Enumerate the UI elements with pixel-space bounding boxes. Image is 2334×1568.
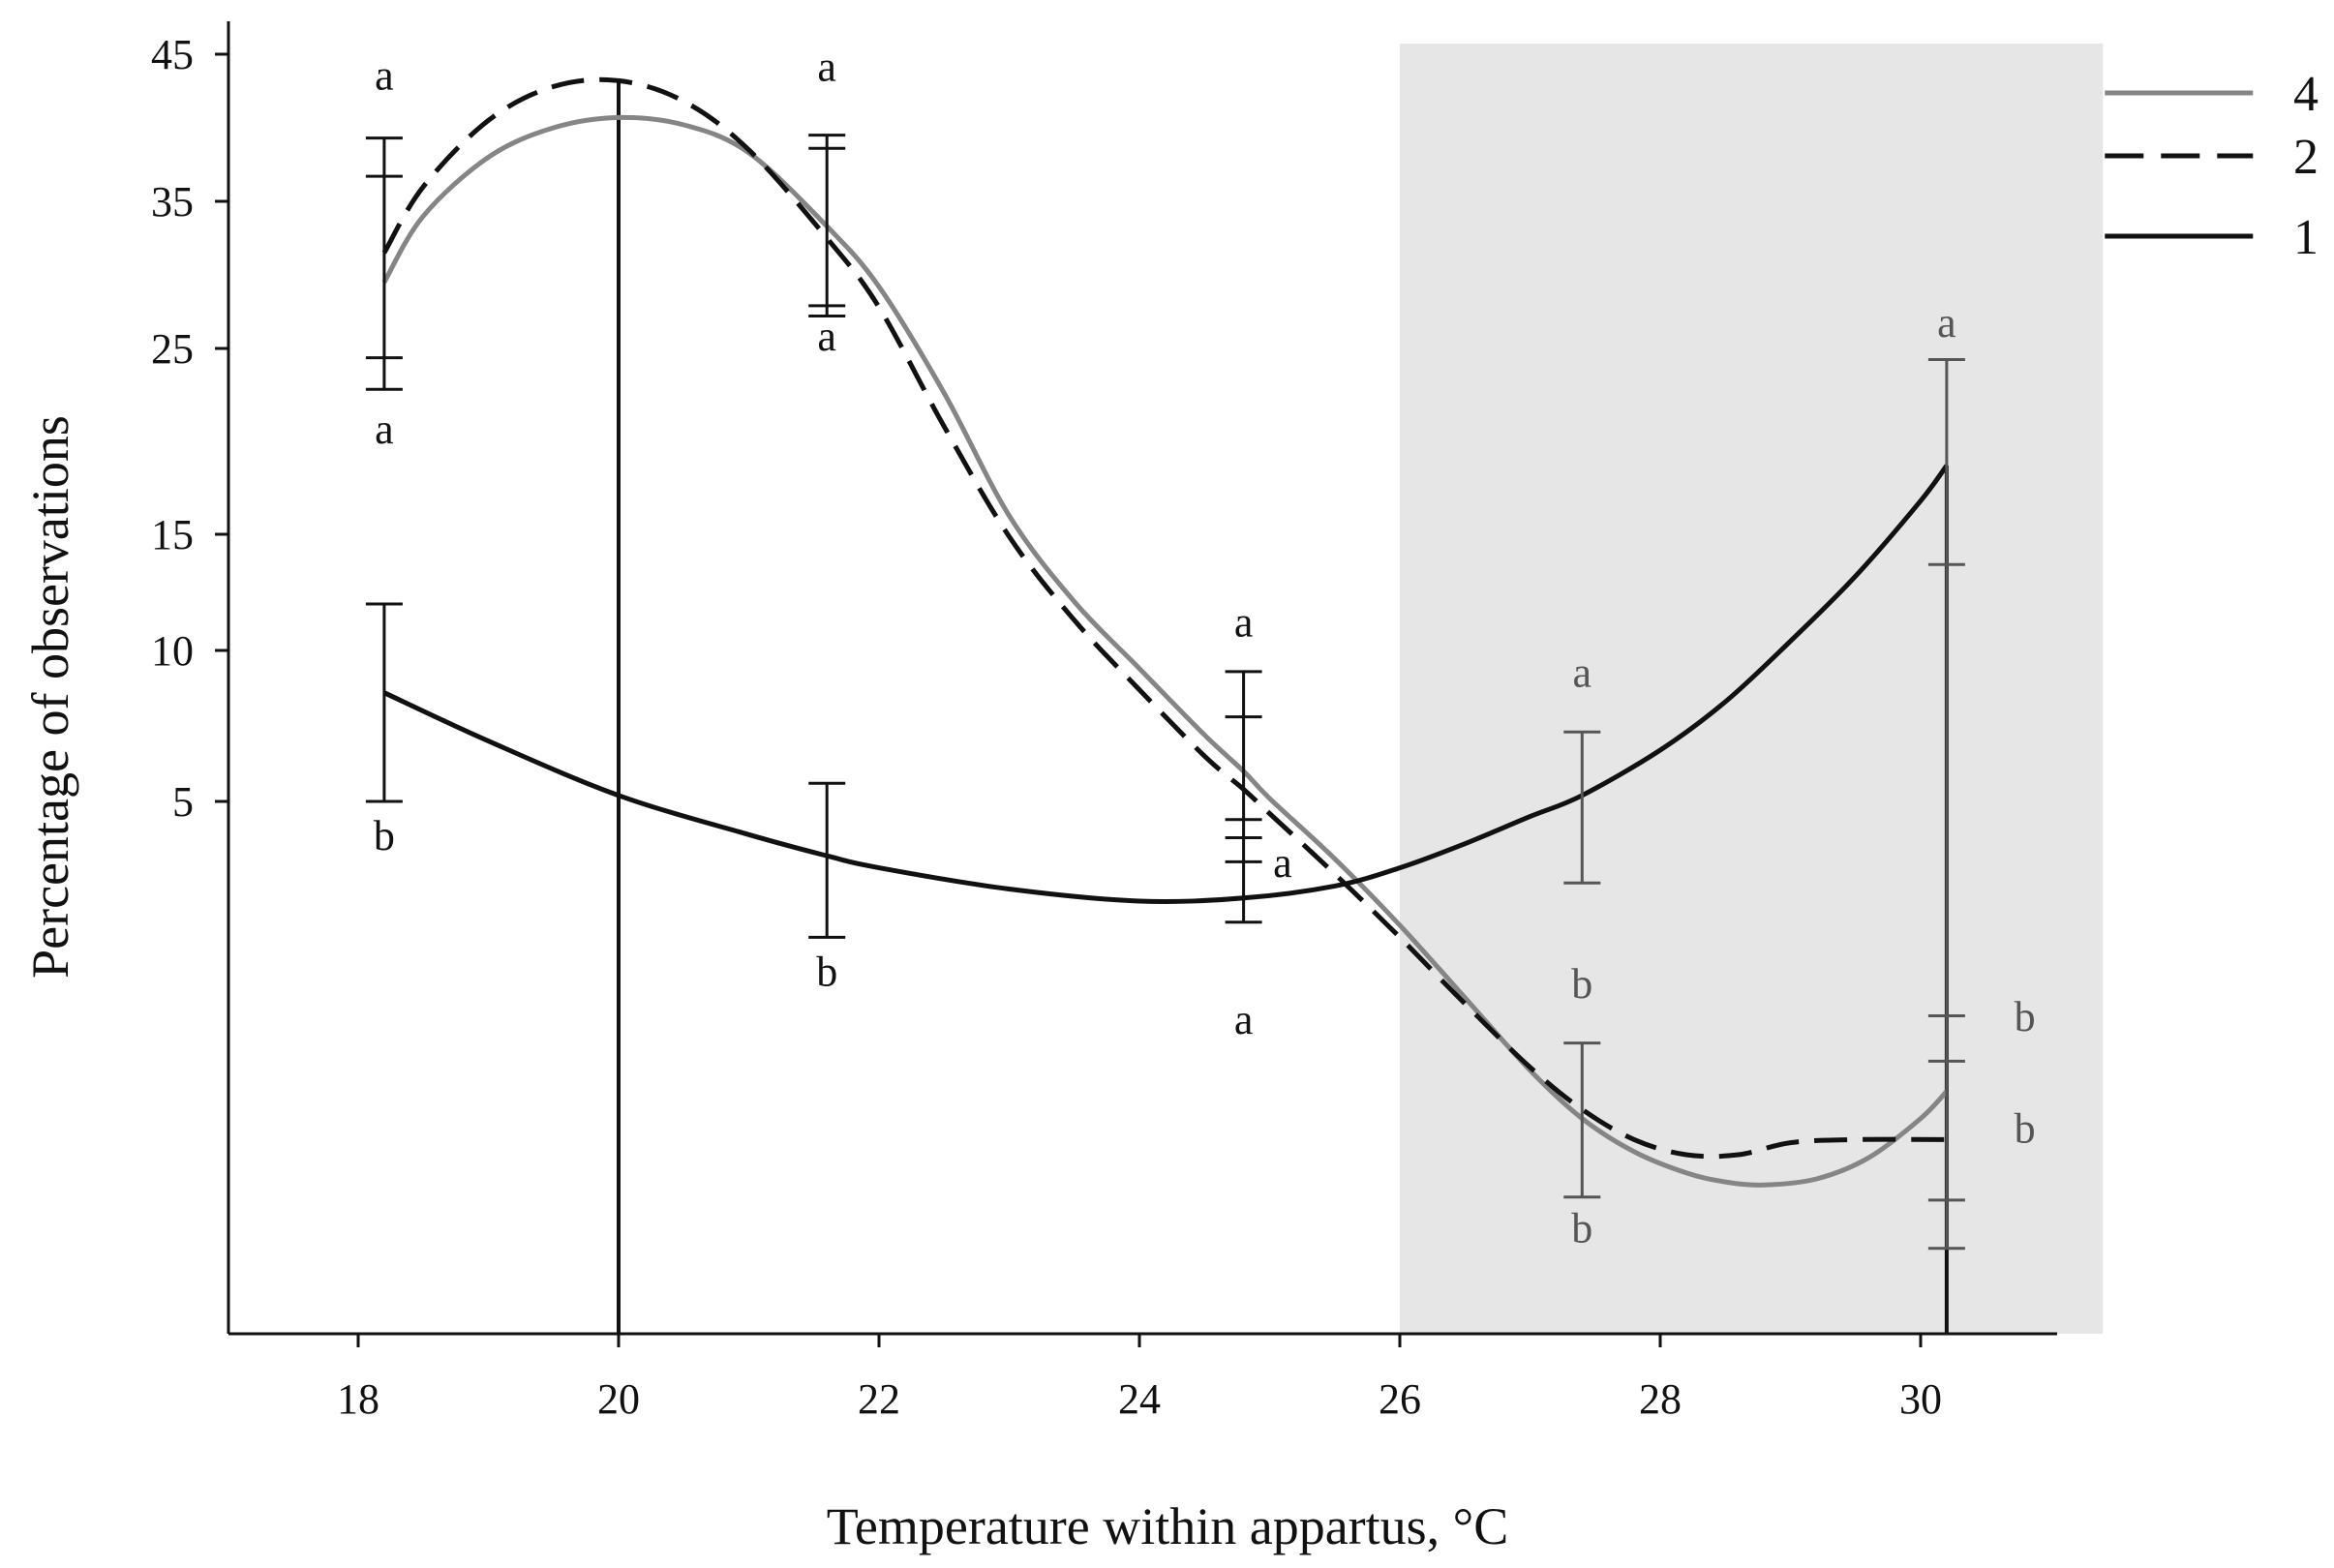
significance-label: a: [1234, 599, 1254, 647]
x-tick-label-28: 28: [1639, 1375, 1682, 1423]
error-bar: [365, 136, 403, 391]
y-tick-label-5: 5: [172, 778, 194, 826]
error-bar: [1225, 670, 1262, 924]
legend-label-4: 4: [2293, 67, 2319, 122]
significance-label: a: [1573, 648, 1592, 696]
significance-label: b: [374, 812, 395, 859]
significance-label: a: [817, 43, 836, 90]
legend-label-2: 2: [2293, 130, 2319, 185]
significance-label: a: [375, 406, 394, 453]
significance-label: b: [1571, 1205, 1592, 1252]
shade-layer: [1400, 44, 2104, 1334]
x-tick-label-20: 20: [597, 1375, 640, 1423]
x-axis-title: Temperature within appartus, °C: [827, 1497, 1509, 1555]
x-tick-label-26: 26: [1379, 1375, 1421, 1423]
series-line-4: [381, 114, 1949, 1188]
error-bar: [1563, 1041, 1601, 1199]
shaded-region: [1400, 44, 2104, 1334]
error-bar: [808, 134, 846, 318]
significance-label: b: [2015, 993, 2036, 1040]
legend-label-1: 1: [2293, 210, 2319, 265]
y-tick-label-25: 25: [151, 325, 194, 373]
axes: [227, 21, 2057, 1336]
error-bar: [808, 781, 846, 939]
y-tick-label-15: 15: [151, 511, 194, 558]
significance-labels: a a b a a b a a a a b b a b b: [374, 43, 2036, 1251]
x-tick-label-18: 18: [337, 1375, 379, 1423]
significance-label: a: [817, 313, 836, 360]
y-tick-label-10: 10: [151, 627, 194, 675]
legend: 4 2 1: [2105, 67, 2319, 265]
y-tick-label-35: 35: [151, 178, 194, 226]
error-bar: [1927, 358, 1965, 1251]
x-tick-label-30: 30: [1899, 1375, 1942, 1423]
x-tick-label-24: 24: [1118, 1375, 1161, 1423]
ticks: 18 20 22 24 26 28 30 5 10 15 25 35 45: [151, 31, 1942, 1423]
error-bar: [1563, 730, 1601, 885]
x-tick-label-22: 22: [858, 1375, 900, 1423]
error-bars: [365, 134, 1965, 1251]
significance-label: b: [816, 948, 837, 995]
significance-label: b: [2015, 1105, 2036, 1153]
series-line-2: [381, 76, 1947, 1160]
series-lines: [381, 76, 1949, 1188]
series-line-1: [382, 464, 1949, 904]
significance-label: a: [375, 51, 394, 99]
significance-label: a: [1234, 996, 1254, 1043]
y-tick-label-45: 45: [151, 31, 194, 78]
significance-label: a: [1937, 299, 1956, 347]
significance-label: b: [1571, 960, 1592, 1008]
y-axis-title: Percentage of observations: [21, 415, 79, 979]
error-bar: [365, 602, 403, 803]
significance-label: a: [1273, 839, 1292, 887]
